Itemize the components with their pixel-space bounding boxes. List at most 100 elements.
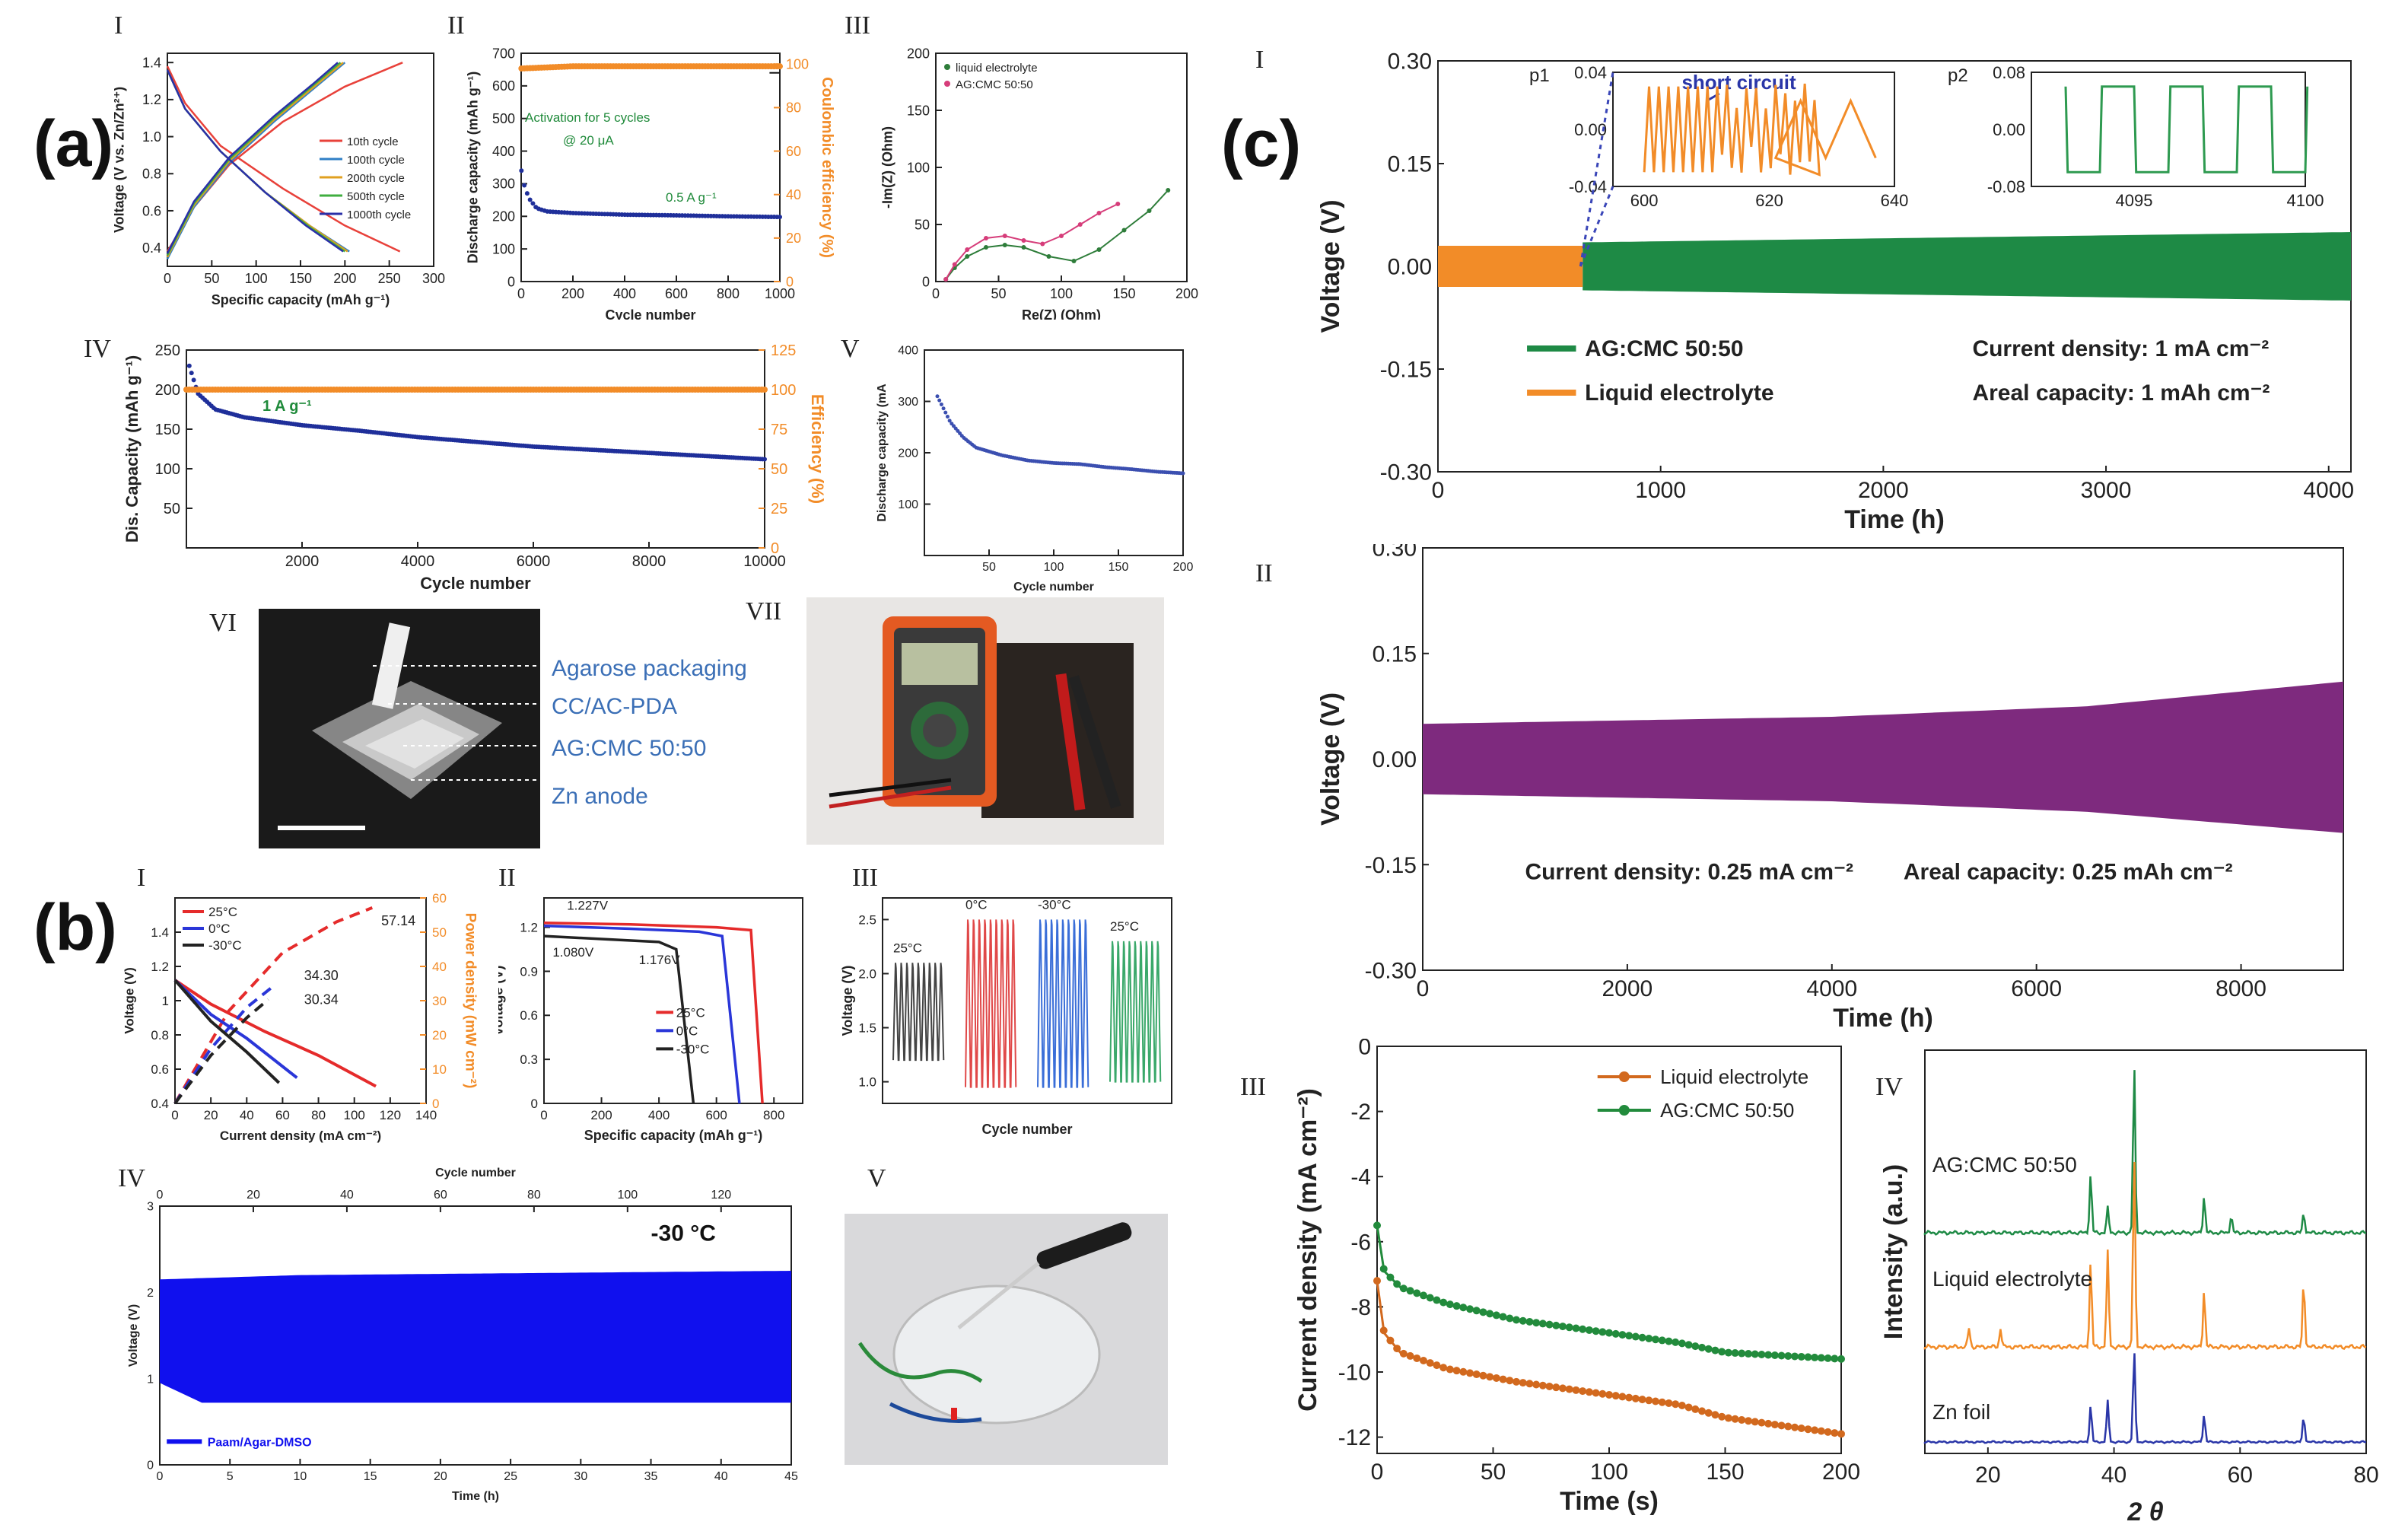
series-point bbox=[1147, 209, 1152, 213]
y-tick-label: 100 bbox=[898, 498, 918, 511]
capacity-point bbox=[943, 410, 948, 415]
x-axis-label: Specific capacity (mAh g⁻¹) bbox=[584, 1128, 763, 1143]
y-tick-label: -0.15 bbox=[1365, 853, 1417, 878]
y2-tick-label: 30 bbox=[432, 994, 447, 1008]
y-tick-label: 300 bbox=[492, 177, 515, 192]
plot-frame bbox=[520, 53, 781, 282]
x-tick-label: 40 bbox=[240, 1108, 254, 1122]
y-tick-label: 0.30 bbox=[1388, 49, 1432, 75]
x-tick-label: 50 bbox=[982, 561, 996, 574]
y2-tick-label: 0 bbox=[786, 274, 794, 289]
inset-x-tick-label: 640 bbox=[1881, 191, 1909, 210]
series-point bbox=[1665, 1337, 1673, 1345]
series-line bbox=[166, 65, 401, 253]
series-point bbox=[1059, 234, 1064, 238]
power-curve bbox=[173, 998, 269, 1105]
series-point bbox=[1837, 1430, 1845, 1438]
capacity-point bbox=[519, 168, 524, 173]
capacity-point bbox=[762, 457, 767, 462]
legend-label: 0°C bbox=[676, 1023, 698, 1038]
series-point bbox=[1598, 1328, 1607, 1336]
x-tick-label: 400 bbox=[613, 286, 636, 301]
x-tick-label: 0 bbox=[157, 1470, 164, 1483]
chart-b1-polarization: 0 20 40 60 80 100 120 1400.40.60.811.21.4Curren… bbox=[122, 891, 479, 1143]
series-point bbox=[1731, 1349, 1739, 1358]
y-axis-label: Voltage (V) bbox=[840, 966, 855, 1036]
series-point bbox=[1598, 1390, 1607, 1398]
series-point bbox=[1811, 1353, 1819, 1361]
xrd-pattern bbox=[1923, 1070, 2367, 1237]
y-tick-label: 0 bbox=[507, 274, 515, 289]
x-tick-label: 60 bbox=[275, 1108, 290, 1122]
x-tick-label: 8000 bbox=[2216, 976, 2266, 1001]
series-point bbox=[1021, 245, 1026, 250]
voltage-band bbox=[1438, 246, 1583, 287]
capacity-point bbox=[935, 394, 940, 399]
series-point bbox=[1373, 1221, 1381, 1230]
x-tick-label: 10000 bbox=[743, 553, 786, 570]
series-point bbox=[1804, 1425, 1812, 1434]
segment-label: 25°C bbox=[893, 941, 922, 955]
series-point bbox=[1678, 1339, 1686, 1348]
series-point bbox=[1519, 1379, 1527, 1387]
y-tick-label: 0.6 bbox=[151, 1062, 169, 1077]
series-point bbox=[952, 262, 957, 267]
series-point bbox=[1698, 1343, 1706, 1351]
series-line bbox=[166, 62, 344, 258]
inset-y-tick-label: 0.04 bbox=[1574, 63, 1607, 82]
x-tick-label: 200 bbox=[590, 1108, 612, 1122]
efficiency-point bbox=[762, 387, 768, 393]
series-point bbox=[1652, 1335, 1659, 1344]
x-tick-label: 25 bbox=[504, 1470, 517, 1483]
x-tick-label: 8000 bbox=[632, 553, 666, 570]
label-a-VI: VI bbox=[209, 609, 237, 637]
series-point bbox=[1413, 1354, 1421, 1362]
y-tick-label: 500 bbox=[492, 111, 515, 126]
chart-a1-voltage-profiles: 0 50 100 150 200 250 300 0.4 0.6 0.8 1.0 1.2 1.4 Spec… bbox=[114, 53, 445, 307]
y-axis-label: Voltage (V vs. Zn/Zn²⁺) bbox=[114, 87, 126, 233]
series-line bbox=[1376, 1225, 1842, 1361]
y-axis-label: Discharge capacity (mA bbox=[876, 384, 889, 522]
y2-tick-label: 125 bbox=[771, 342, 796, 359]
y-axis-label: Voltage (V) bbox=[1316, 692, 1345, 826]
series-point bbox=[1466, 1305, 1474, 1313]
series-point bbox=[1638, 1396, 1646, 1404]
annotation: short circuit bbox=[1681, 71, 1796, 94]
series-point bbox=[1678, 1402, 1686, 1410]
cycle-trace bbox=[1109, 941, 1162, 1083]
efficiency-point bbox=[777, 63, 783, 70]
series-point bbox=[1745, 1417, 1752, 1425]
series-point bbox=[1837, 1355, 1845, 1363]
y-tick-label: -0.30 bbox=[1365, 959, 1417, 984]
chart-c4-xrd: 20 40 60 80 2 θ Intensity (a.u.) AG:CMC 50:50 L… bbox=[1879, 1049, 2379, 1526]
series-point bbox=[1751, 1418, 1759, 1426]
series-point bbox=[1797, 1352, 1805, 1361]
capacity-point bbox=[191, 377, 196, 383]
x2-tick-label: 60 bbox=[434, 1189, 447, 1202]
label-b-IV: IV bbox=[118, 1164, 145, 1192]
y-tick-label: 200 bbox=[492, 209, 515, 224]
x-tick-label: 100 bbox=[344, 1108, 365, 1122]
x-tick-label: 50 bbox=[1481, 1460, 1506, 1485]
y-tick-label: 0.00 bbox=[1373, 747, 1417, 772]
series-point bbox=[1684, 1403, 1693, 1412]
y-tick-label: 300 bbox=[898, 396, 918, 409]
y-tick-label: 0.4 bbox=[142, 240, 161, 256]
y-tick-label: 0.15 bbox=[1388, 152, 1432, 177]
y-tick-label: 1 bbox=[147, 1373, 154, 1386]
voltage-curve bbox=[173, 979, 377, 1088]
y-tick-label: -6 bbox=[1350, 1230, 1371, 1255]
label-b-I: I bbox=[137, 864, 146, 892]
y-axis-label: Dis. Capacity (mAh g⁻¹) bbox=[122, 355, 142, 543]
x-tick-label: 200 bbox=[561, 286, 584, 301]
x-tick-label: 800 bbox=[763, 1108, 784, 1122]
series-point bbox=[1585, 1388, 1593, 1396]
series-point bbox=[1492, 1311, 1500, 1319]
series-point bbox=[1585, 1326, 1593, 1334]
x-tick-label: 0 bbox=[1432, 478, 1445, 503]
series-point bbox=[1565, 1323, 1573, 1332]
legend-label: AG:CMC 50:50 bbox=[956, 78, 1033, 91]
series-point bbox=[1751, 1350, 1759, 1358]
annotation: -30 °C bbox=[651, 1221, 716, 1246]
annotation: 0.5 A g⁻¹ bbox=[666, 190, 717, 205]
